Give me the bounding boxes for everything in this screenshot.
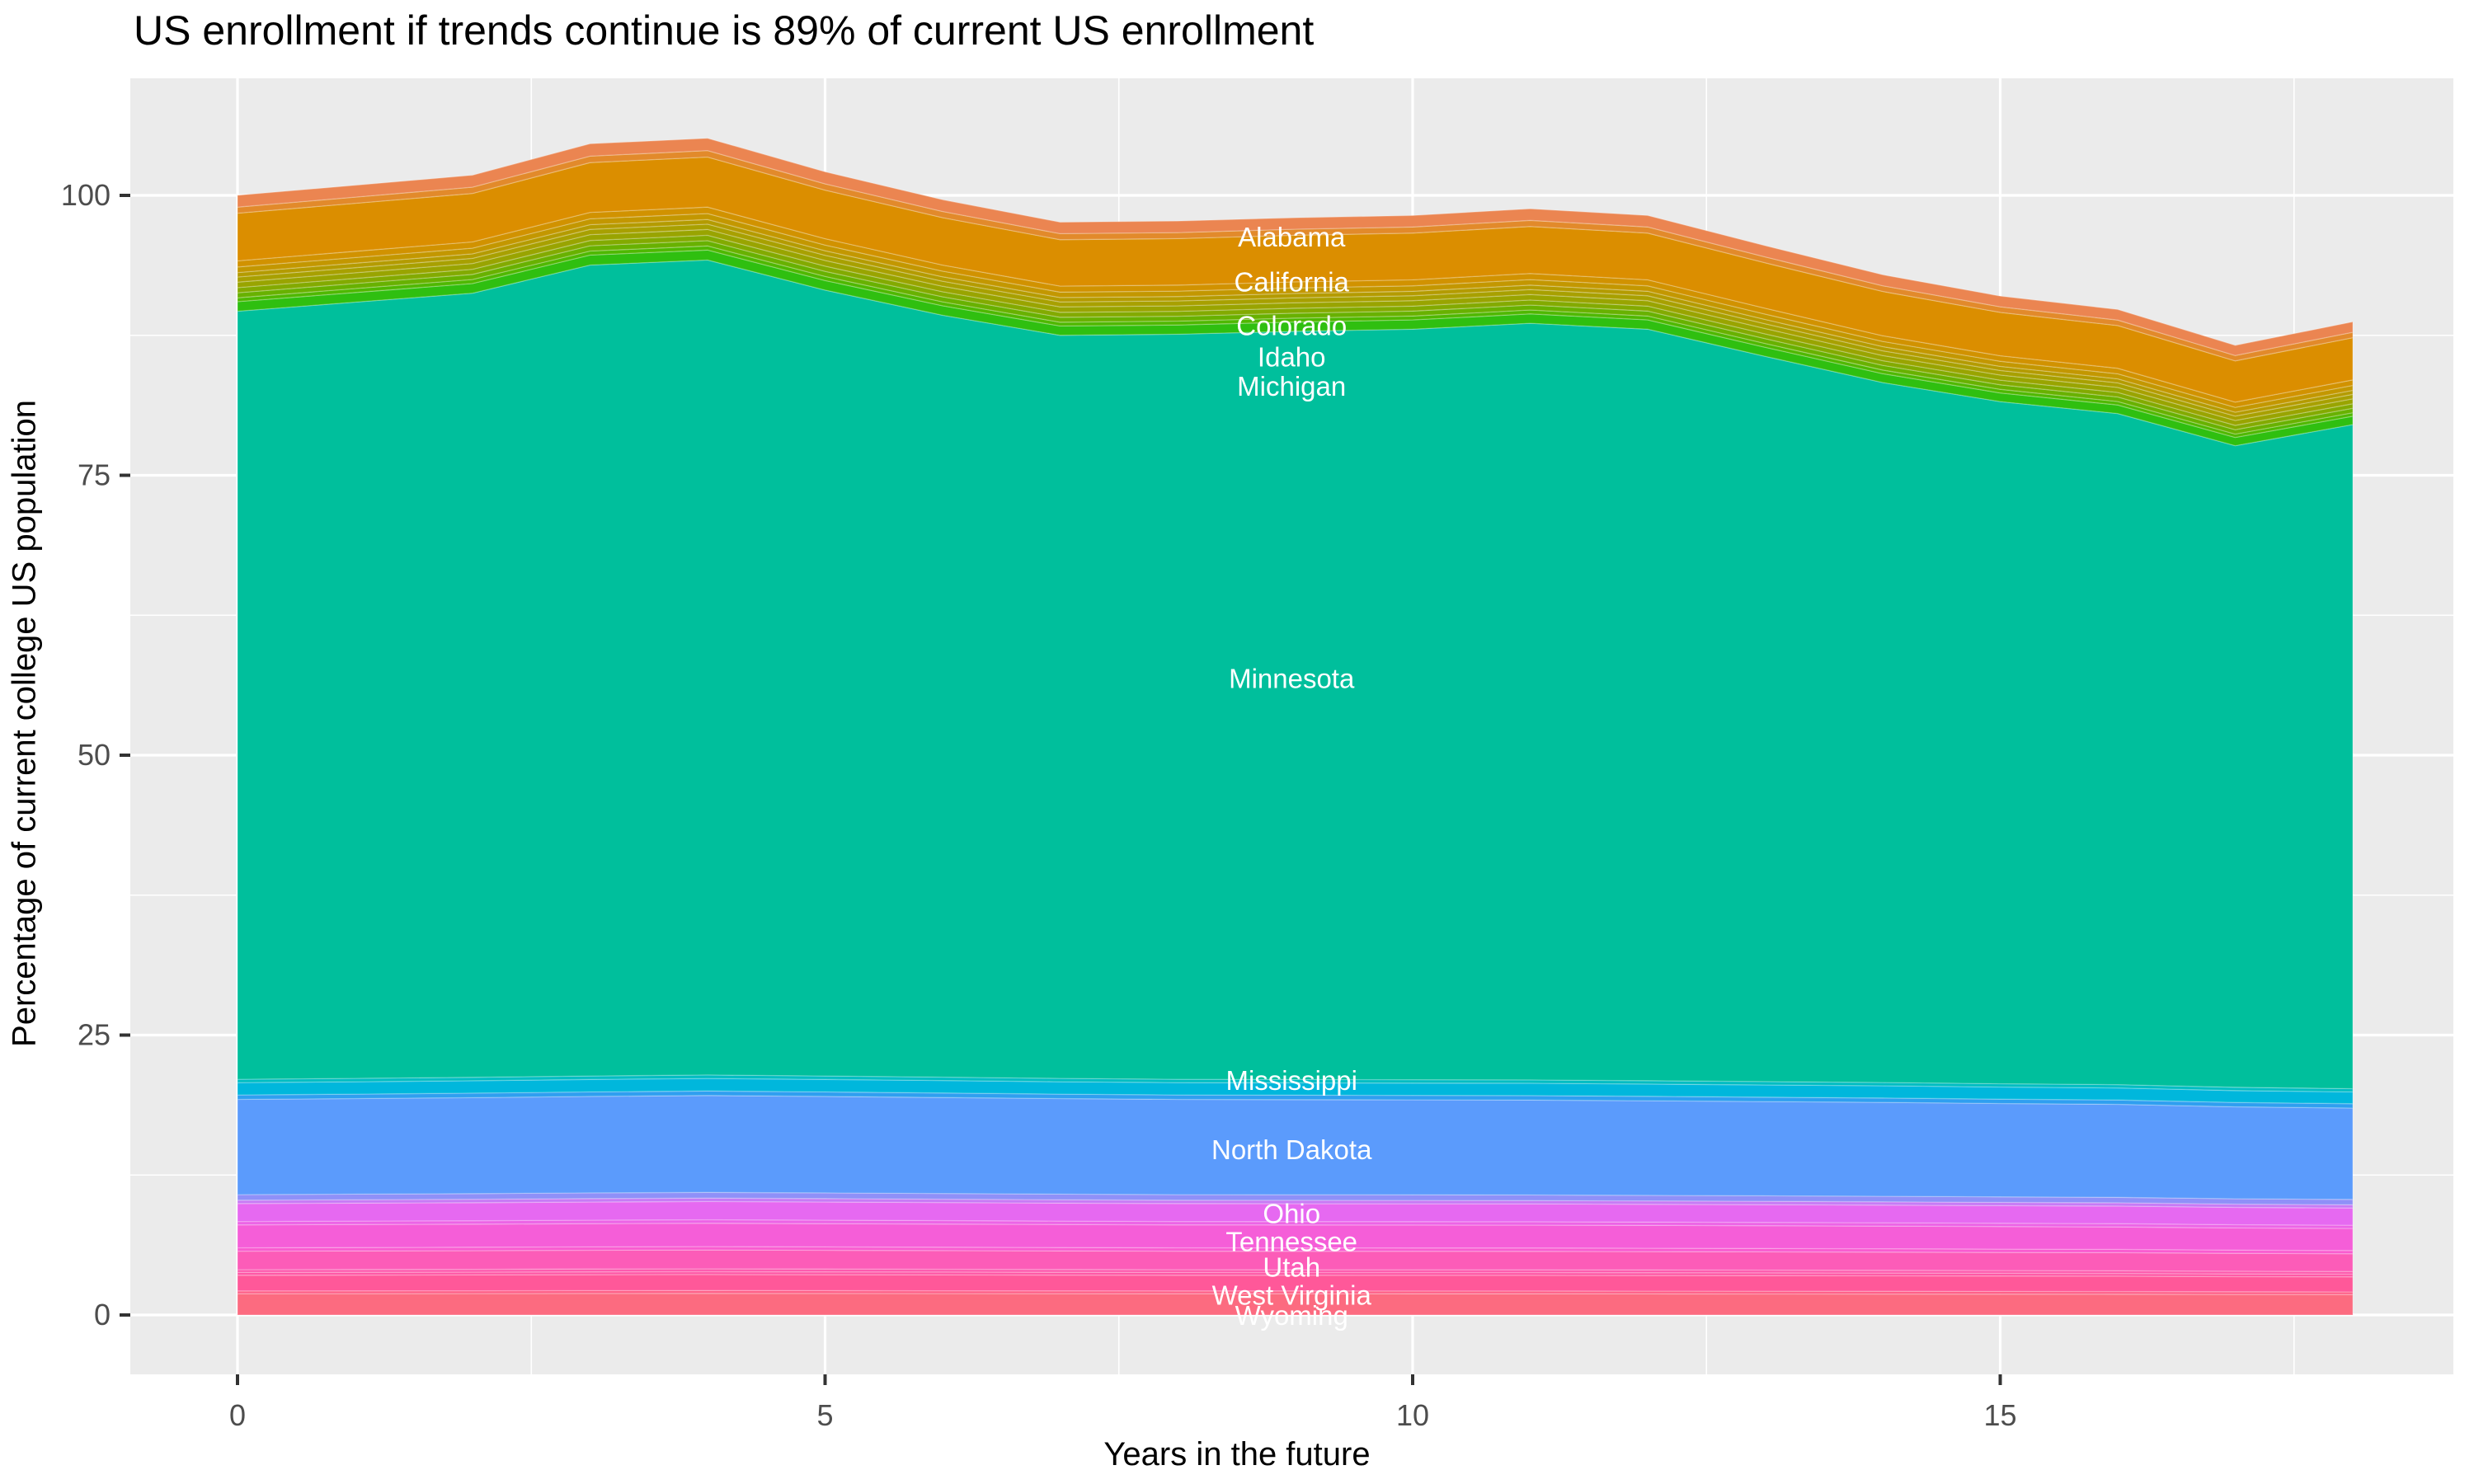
state-label-michigan: Michigan	[1237, 371, 1346, 402]
x-tick-label: 0	[229, 1398, 246, 1432]
y-tick-label: 25	[78, 1018, 111, 1052]
state-label-tennessee: Tennessee	[1225, 1226, 1357, 1256]
x-tick-label: 5	[816, 1398, 833, 1432]
x-tick-label: 10	[1396, 1398, 1429, 1432]
state-label-ohio: Ohio	[1263, 1198, 1320, 1228]
state-label-utah: Utah	[1263, 1252, 1320, 1283]
x-axis-title: Years in the future	[1103, 1436, 1371, 1472]
area-alabama	[237, 138, 2354, 356]
y-tick-label: 0	[94, 1298, 111, 1331]
state-label-minnesota: Minnesota	[1229, 663, 1355, 693]
state-label-colorado: Colorado	[1236, 311, 1347, 341]
y-tick-label: 100	[61, 178, 111, 212]
y-tick-label: 50	[78, 738, 111, 772]
state-label-north-dakota: North Dakota	[1211, 1134, 1372, 1165]
state-label-west-virginia: West Virginia	[1212, 1280, 1372, 1311]
state-label-mississippi: Mississippi	[1225, 1065, 1357, 1096]
state-label-idaho: Idaho	[1258, 342, 1326, 373]
y-axis-title: Percentage of current college US populat…	[6, 400, 43, 1047]
state-label-wyoming: Wyoming	[1235, 1300, 1348, 1331]
y-tick-label: 75	[78, 458, 111, 492]
state-label-alabama: Alabama	[1238, 222, 1346, 252]
state-label-california: California	[1235, 267, 1350, 298]
chart-title: US enrollment if trends continue is 89% …	[134, 7, 1315, 54]
x-tick-label: 15	[1983, 1398, 2016, 1432]
